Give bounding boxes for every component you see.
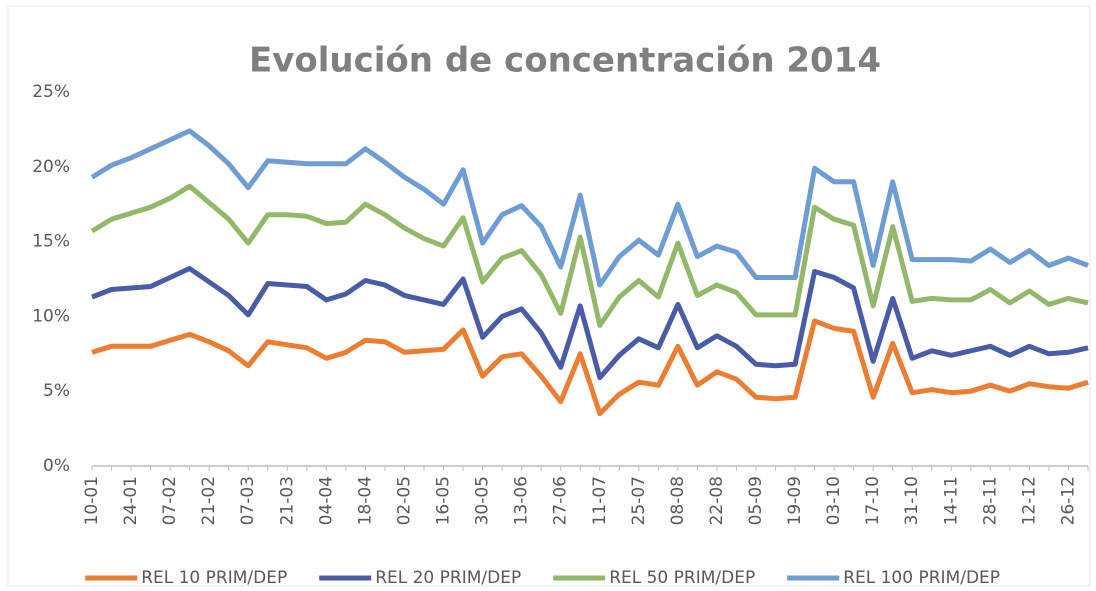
x-tick-label: 30-05 <box>473 476 493 525</box>
x-tick-label: 11-07 <box>590 476 610 525</box>
legend-label: REL 10 PRIM/DEP <box>141 568 287 588</box>
x-tick-label: 07-03 <box>238 476 258 525</box>
x-tick-label: 31-10 <box>902 476 922 525</box>
chart-title: Evolución de concentración 2014 <box>249 41 881 81</box>
x-tick-label: 02-05 <box>394 476 414 525</box>
x-tick-label: 21-03 <box>277 476 297 525</box>
x-tick-label: 17-10 <box>863 476 883 525</box>
x-tick-label: 27-06 <box>551 476 571 525</box>
legend-label: REL 50 PRIM/DEP <box>609 568 755 588</box>
x-tick-label: 21-02 <box>199 476 219 525</box>
x-tick-label: 25-07 <box>629 476 649 525</box>
x-tick-label: 04-04 <box>316 476 336 525</box>
y-tick-label: 20% <box>32 157 70 177</box>
y-tick-label: 15% <box>32 232 70 252</box>
y-tick-label: 0% <box>43 456 70 476</box>
x-tick-label: 26-12 <box>1058 476 1078 525</box>
x-tick-label: 08-08 <box>668 476 688 525</box>
x-tick-label: 22-08 <box>707 476 727 525</box>
x-tick-label: 19-09 <box>785 476 805 525</box>
x-tick-label: 18-04 <box>355 476 375 525</box>
x-tick-label: 07-02 <box>160 476 180 525</box>
chart-border <box>7 5 1091 587</box>
series-line <box>91 318 1089 417</box>
legend-label: REL 20 PRIM/DEP <box>375 568 521 588</box>
x-tick-label: 24-01 <box>121 476 141 525</box>
series-line <box>90 183 1089 328</box>
y-tick-label: 5% <box>43 381 70 401</box>
series-line <box>90 128 1089 288</box>
x-tick-label: 14-11 <box>941 476 961 525</box>
legend-label: REL 100 PRIM/DEP <box>843 568 1000 588</box>
x-tick-label: 03-10 <box>824 476 844 525</box>
x-tick-label: 05-09 <box>746 476 766 525</box>
y-tick-label: 25% <box>32 82 70 102</box>
x-tick-label: 28-11 <box>980 476 1000 525</box>
y-tick-label: 10% <box>32 306 70 326</box>
x-tick-label: 13-06 <box>512 476 532 525</box>
x-tick-label: 12-12 <box>1019 476 1039 525</box>
x-tick-label: 16-05 <box>434 476 454 525</box>
x-tick-label: 10-01 <box>82 476 102 525</box>
series-line <box>91 266 1089 381</box>
